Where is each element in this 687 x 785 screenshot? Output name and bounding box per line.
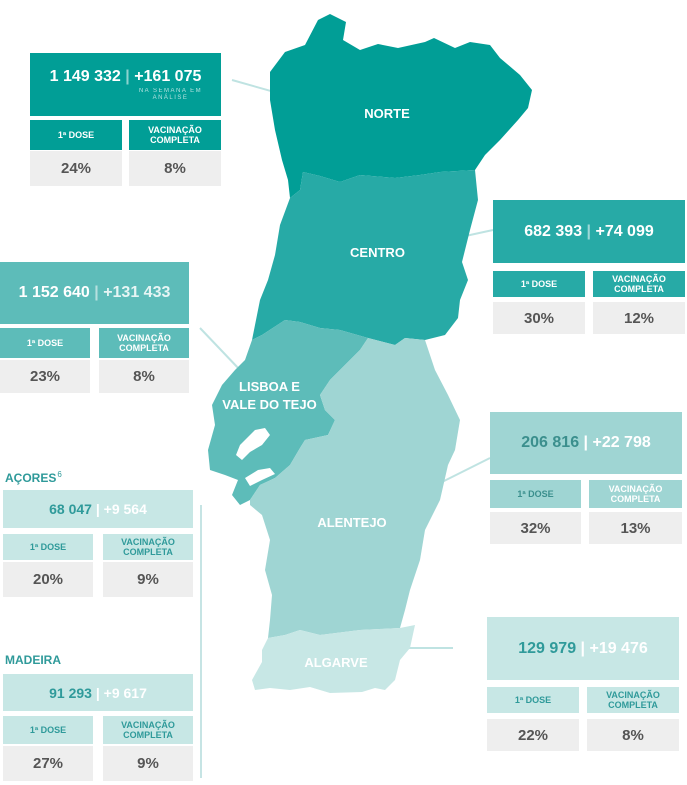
card-madeira: 91 293 | +9 617 1ª DOSE VACINAÇÃO COMPLE… bbox=[3, 674, 193, 781]
card-acores-header: 68 047 | +9 564 bbox=[3, 490, 193, 528]
card-centro-complete-label: VACINAÇÃO COMPLETA bbox=[593, 271, 685, 297]
card-centro-weekly: +74 099 bbox=[595, 222, 654, 240]
card-madeira-complete-label: VACINAÇÃO COMPLETA bbox=[103, 716, 193, 744]
card-madeira-weekly: +9 617 bbox=[103, 684, 147, 701]
region-centro[interactable] bbox=[252, 170, 478, 345]
card-alentejo-first-dose-label: 1ª DOSE bbox=[490, 480, 581, 508]
card-lisboa-first-dose-label: 1ª DOSE bbox=[0, 328, 90, 358]
card-centro: 682 393 | +74 099 1ª DOSE VACINAÇÃO COMP… bbox=[493, 200, 685, 334]
tejo-estuary bbox=[236, 428, 270, 460]
label-norte: NORTE bbox=[364, 106, 410, 121]
card-centro-complete-value: 12% bbox=[593, 302, 685, 334]
card-norte-totals: 1 149 332 | +161 075 bbox=[49, 67, 202, 85]
card-lisboa-first-dose-value: 23% bbox=[0, 360, 90, 393]
islands-divider bbox=[200, 505, 202, 778]
card-lisboa-header: 1 152 640 | +131 433 bbox=[0, 262, 189, 324]
card-alentejo-total: 206 816 bbox=[521, 434, 580, 451]
label-lisboa: LISBOA E VALE DO TEJO bbox=[222, 379, 317, 412]
card-lisboa-complete-label: VACINAÇÃO COMPLETA bbox=[99, 328, 189, 358]
card-lisboa-complete-value: 8% bbox=[99, 360, 189, 393]
card-acores-total: 68 047 bbox=[49, 501, 92, 517]
label-alentejo: ALENTEJO bbox=[317, 515, 387, 530]
card-centro-first-dose-label: 1ª DOSE bbox=[493, 271, 585, 297]
card-acores-weekly: +9 564 bbox=[103, 501, 147, 517]
card-algarve-weekly: +19 476 bbox=[589, 639, 648, 657]
card-madeira-totals: 91 293 | +9 617 bbox=[49, 684, 147, 701]
card-centro-totals: 682 393 | +74 099 bbox=[524, 222, 654, 240]
card-alentejo-totals: 206 816 | +22 798 bbox=[521, 434, 651, 451]
card-acores-totals: 68 047 | +9 564 bbox=[49, 501, 147, 517]
sado-estuary bbox=[245, 468, 275, 486]
card-norte-week-note: NA SEMANA EM ANÁLISE bbox=[138, 87, 203, 101]
card-madeira-header: 91 293 | +9 617 bbox=[3, 674, 193, 711]
card-acores: 68 047 | +9 564 1ª DOSE VACINAÇÃO COMPLE… bbox=[3, 490, 193, 597]
region-alentejo[interactable] bbox=[250, 338, 460, 638]
card-acores-complete-value: 9% bbox=[103, 562, 193, 597]
label-algarve: ALGARVE bbox=[304, 655, 368, 670]
card-alentejo-weekly: +22 798 bbox=[592, 434, 651, 451]
card-algarve-complete-value: 8% bbox=[587, 719, 679, 751]
card-lisboa-total: 1 152 640 bbox=[18, 284, 90, 301]
card-norte-total: 1 149 332 bbox=[49, 67, 121, 85]
madeira-title: MADEIRA bbox=[5, 653, 61, 667]
card-lisboa-weekly: +131 433 bbox=[103, 284, 171, 301]
card-norte: 1 149 332 | +161 075 NA SEMANA EM ANÁLIS… bbox=[30, 53, 221, 187]
card-algarve-header: 129 979 | +19 476 bbox=[487, 617, 679, 680]
card-norte-header: 1 149 332 | +161 075 NA SEMANA EM ANÁLIS… bbox=[30, 53, 221, 116]
card-madeira-complete-value: 9% bbox=[103, 746, 193, 781]
card-acores-first-dose-label: 1ª DOSE bbox=[3, 534, 93, 560]
card-algarve: 129 979 | +19 476 1ª DOSE VACINAÇÃO COMP… bbox=[487, 617, 679, 751]
region-algarve[interactable] bbox=[252, 625, 415, 693]
card-centro-first-dose-value: 30% bbox=[493, 302, 585, 334]
card-centro-header: 682 393 | +74 099 bbox=[493, 200, 685, 263]
card-centro-total: 682 393 bbox=[524, 222, 583, 240]
card-norte-complete-value: 8% bbox=[129, 151, 221, 186]
card-algarve-first-dose-label: 1ª DOSE bbox=[487, 687, 579, 713]
acores-title: AÇORES6 bbox=[5, 470, 62, 485]
card-norte-complete-label: VACINAÇÃO COMPLETA bbox=[129, 120, 221, 150]
label-centro: CENTRO bbox=[350, 245, 405, 260]
card-alentejo-complete-value: 13% bbox=[589, 512, 682, 544]
card-norte-weekly: +161 075 bbox=[134, 67, 202, 85]
card-alentejo: 206 816 | +22 798 1ª DOSE VACINAÇÃO COMP… bbox=[490, 412, 682, 544]
card-algarve-totals: 129 979 | +19 476 bbox=[518, 639, 648, 657]
card-alentejo-complete-label: VACINAÇÃO COMPLETA bbox=[589, 480, 682, 508]
card-algarve-first-dose-value: 22% bbox=[487, 719, 579, 751]
card-lisboa: 1 152 640 | +131 433 1ª DOSE VACINAÇÃO C… bbox=[0, 262, 189, 393]
card-madeira-total: 91 293 bbox=[49, 684, 92, 701]
region-lisboa[interactable] bbox=[208, 320, 368, 505]
card-lisboa-totals: 1 152 640 | +131 433 bbox=[18, 284, 171, 301]
card-algarve-total: 129 979 bbox=[518, 639, 577, 657]
card-norte-first-dose-value: 24% bbox=[30, 151, 122, 186]
connector-lisboa bbox=[199, 327, 241, 371]
card-norte-first-dose-label: 1ª DOSE bbox=[30, 120, 122, 150]
card-madeira-first-dose-label: 1ª DOSE bbox=[3, 716, 93, 744]
card-alentejo-header: 206 816 | +22 798 bbox=[490, 412, 682, 474]
card-acores-complete-label: VACINAÇÃO COMPLETA bbox=[103, 534, 193, 560]
card-madeira-first-dose-value: 27% bbox=[3, 746, 93, 781]
region-norte[interactable] bbox=[270, 14, 532, 198]
card-acores-first-dose-value: 20% bbox=[3, 562, 93, 597]
card-algarve-complete-label: VACINAÇÃO COMPLETA bbox=[587, 687, 679, 713]
acores-footnote: 6 bbox=[57, 470, 62, 479]
card-alentejo-first-dose-value: 32% bbox=[490, 512, 581, 544]
